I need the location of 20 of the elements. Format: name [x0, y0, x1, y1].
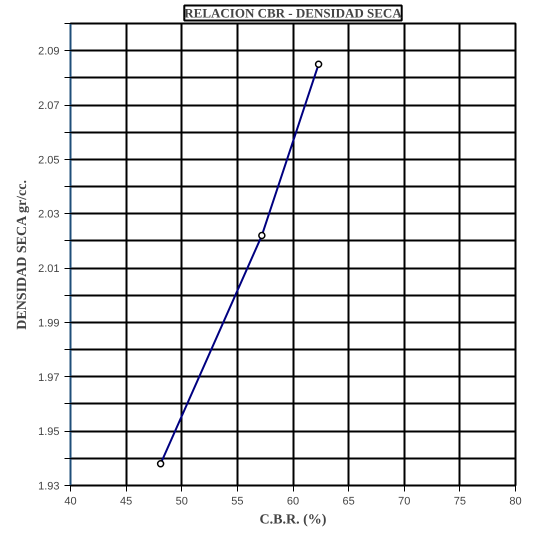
y-tick-label: 2.03: [38, 208, 60, 221]
x-axis-title: C.B.R. (%): [260, 512, 327, 528]
y-tick-label: 1.99: [38, 317, 60, 330]
x-tick-label: 60: [286, 496, 300, 508]
y-tick-label: 1.97: [38, 372, 60, 384]
x-tick-label: 80: [509, 496, 522, 508]
y-tick-label: 2.09: [38, 46, 60, 58]
y-tick-label: 2.07: [38, 100, 60, 112]
x-tick-label: 50: [176, 496, 188, 508]
x-tick-label: 65: [342, 496, 355, 508]
x-tick-label: 70: [398, 496, 410, 508]
y-axis-title: DENSIDAD SECA gr/cc.: [15, 180, 30, 330]
x-tick-label: 40: [64, 496, 77, 508]
y-tick-label: 1.93: [38, 480, 60, 492]
x-tick-label: 45: [120, 496, 132, 508]
x-tick-label: 55: [231, 496, 244, 508]
y-tick-label: 2.05: [38, 154, 60, 166]
y-tick-label: 2.01: [38, 263, 60, 276]
x-tick-label: 75: [454, 496, 466, 508]
y-tick-label: 1.95: [38, 426, 60, 438]
